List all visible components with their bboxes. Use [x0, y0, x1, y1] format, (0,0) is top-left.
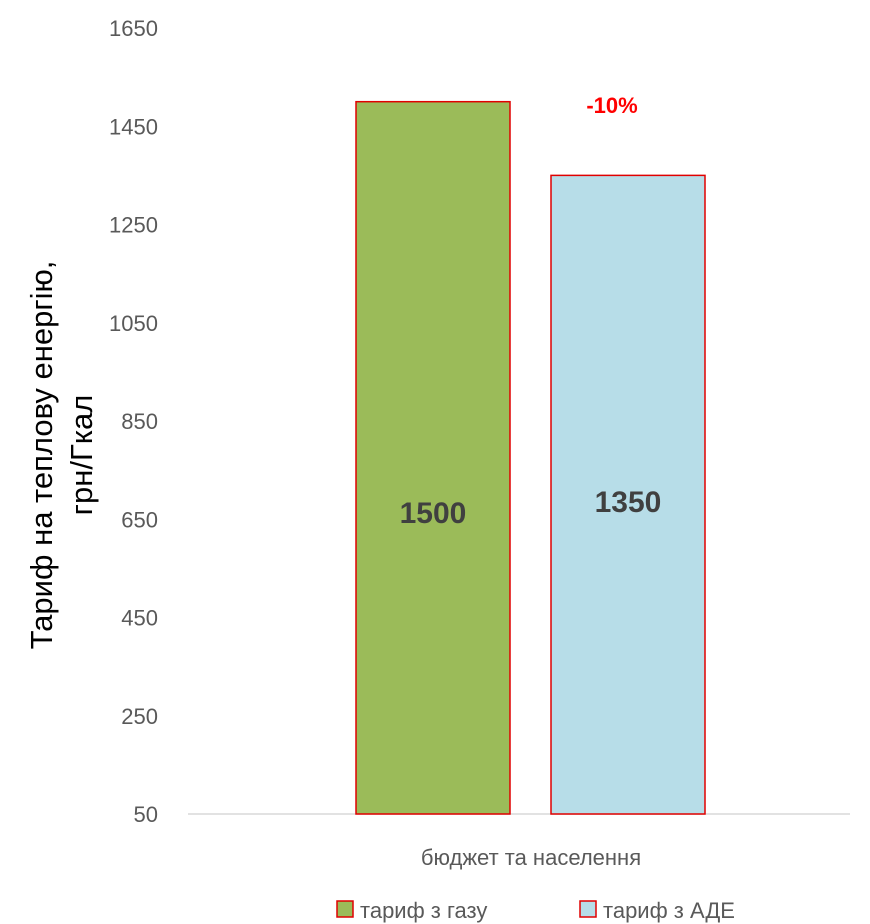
x-category-label: бюджет та населення — [421, 845, 641, 870]
y-tick-label: 650 — [121, 507, 158, 532]
y-tick-label: 450 — [121, 606, 158, 631]
bar — [355, 100, 511, 815]
y-tick-label: 250 — [121, 704, 158, 729]
bar-data-label: 1500 — [400, 497, 467, 530]
bar — [550, 174, 706, 815]
change-annotation: -10% — [586, 93, 637, 118]
legend-label: тариф з АДЕ — [603, 898, 735, 923]
y-axis-label-line: грн/Гкал — [64, 395, 99, 516]
legend: тариф з газу тариф з АДЕ — [336, 898, 735, 923]
bars: 1500 1350 — [355, 100, 706, 815]
y-tick-label: 1050 — [109, 311, 158, 336]
y-tick-label: 1250 — [109, 213, 158, 238]
bar-data-label: 1350 — [595, 486, 662, 519]
y-tick-label: 850 — [121, 409, 158, 434]
legend-swatch — [336, 900, 354, 918]
y-axis-ticks: 50 250 450 650 850 1050 1250 1450 1650 — [109, 16, 158, 827]
y-tick-label: 1450 — [109, 114, 158, 139]
y-axis-label: Тариф на теплову енергію, грн/Гкал — [24, 261, 99, 650]
legend-label: тариф з газу — [360, 898, 487, 923]
legend-swatch — [579, 900, 597, 918]
y-tick-label: 1650 — [109, 16, 158, 41]
y-axis-label-line: Тариф на теплову енергію, — [24, 261, 59, 650]
y-tick-label: 50 — [134, 802, 158, 827]
